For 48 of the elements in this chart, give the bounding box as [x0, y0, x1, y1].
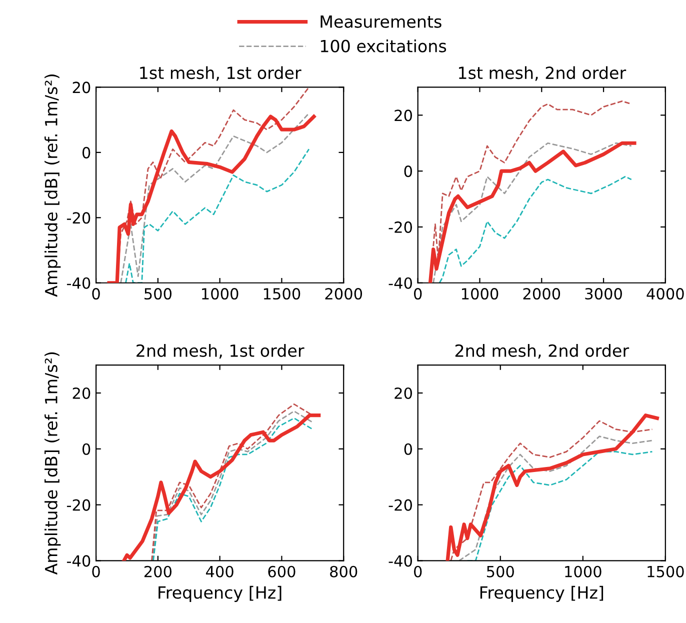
x-tick-label: 400: [206, 566, 234, 578]
y-tick-label: -40: [66, 555, 90, 567]
x-tick-label: 0: [414, 288, 422, 300]
line-series: [122, 414, 321, 561]
y-tick-label: 20: [72, 387, 90, 400]
x-tick-label: 0: [414, 566, 422, 578]
x-tick-label: 0: [92, 288, 100, 300]
x-tick-label: 1500: [648, 566, 684, 578]
y-tick-label: -20: [388, 221, 412, 233]
y-tick-label: 0: [82, 443, 90, 455]
y-tick-label: 0: [82, 146, 90, 158]
legend-label: Measurements: [320, 16, 442, 28]
y-tick-label: -20: [66, 212, 90, 224]
x-tick-label: 1500: [264, 288, 300, 300]
x-tick-label: 600: [268, 566, 296, 578]
x-axis-title: Frequency [Hz]: [158, 586, 282, 602]
y-tick-label: -40: [388, 277, 412, 289]
y-tick-label: 20: [394, 387, 412, 400]
x-tick-label: 2000: [325, 288, 362, 300]
x-tick-label: 1000: [202, 288, 238, 300]
y-tick-label: 20: [72, 82, 90, 94]
legend-label: 100 excitations: [320, 39, 446, 52]
y-axis-title: Amplitude [dB] (ref. 1m/s²): [44, 74, 61, 297]
y-tick-label: -20: [66, 499, 90, 511]
x-tick-label: 2000: [523, 288, 560, 300]
chart-title: 1st mesh, 2nd order: [459, 66, 626, 81]
y-tick-label: 0: [404, 443, 412, 455]
y-tick-label: 0: [404, 166, 412, 178]
x-axis-title: Frequency [Hz]: [480, 586, 604, 602]
chart-title: 2nd mesh, 1st order: [136, 344, 304, 359]
x-tick-label: 1000: [565, 566, 602, 578]
y-tick-label: -40: [388, 555, 412, 567]
y-tick-label: -20: [388, 499, 412, 511]
x-tick-label: 500: [144, 288, 172, 300]
x-tick-label: 3000: [585, 288, 622, 300]
line-series: [125, 148, 310, 283]
x-tick-label: 4000: [646, 288, 684, 300]
y-tick-label: -40: [66, 277, 90, 289]
line-series: [438, 176, 632, 283]
y-axis-title: Amplitude [dB] (ref. 1m/s²): [44, 352, 61, 575]
x-tick-label: 200: [144, 566, 172, 578]
x-tick-label: 800: [330, 566, 358, 578]
y-tick-label: 20: [394, 110, 412, 122]
x-tick-label: 500: [486, 566, 514, 578]
chart-title: 2nd mesh, 2nd order: [455, 344, 630, 359]
x-tick-label: 1000: [462, 288, 498, 300]
chart-title: 1st mesh, 1st order: [140, 66, 302, 81]
x-tick-label: 0: [92, 566, 100, 578]
